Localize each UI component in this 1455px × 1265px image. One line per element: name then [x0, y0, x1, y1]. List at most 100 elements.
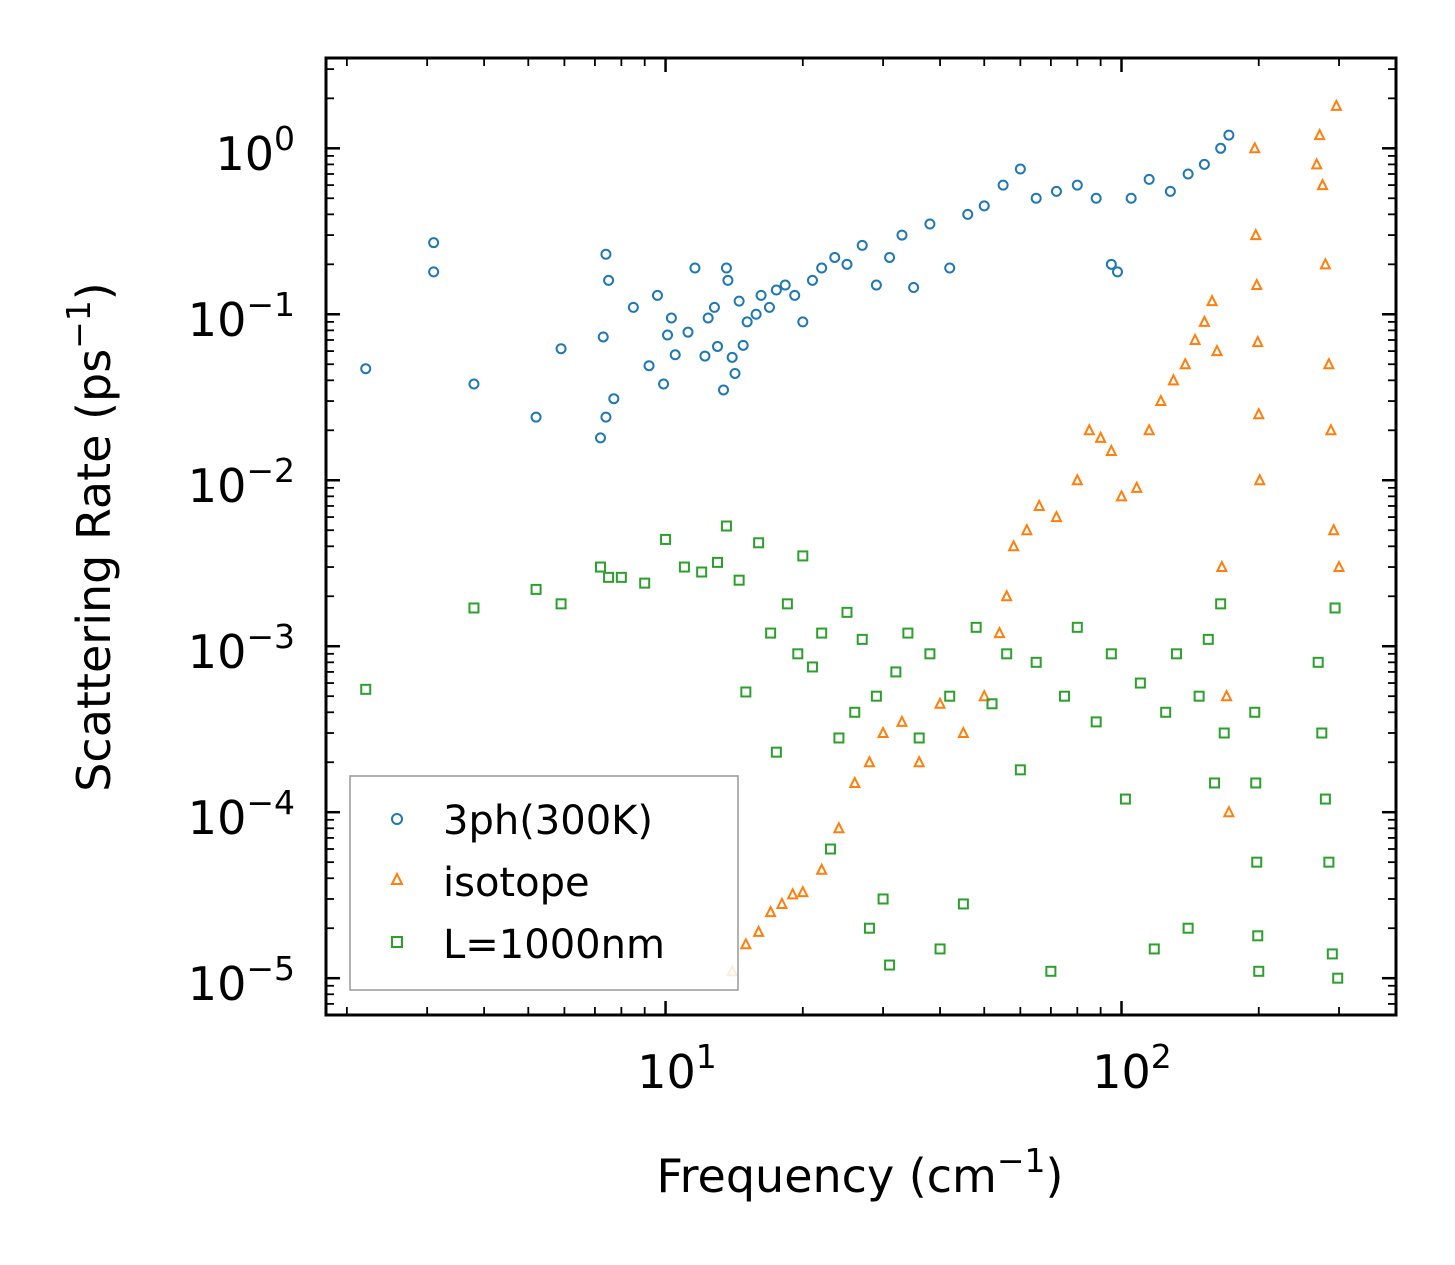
- legend-label-l1000: L=1000nm: [443, 922, 665, 968]
- data-point: [468, 602, 480, 614]
- data-point: [1090, 192, 1102, 204]
- data-point: [1316, 177, 1329, 191]
- data-point: [1249, 706, 1261, 718]
- data-point: [1059, 690, 1071, 702]
- data-point: [603, 571, 615, 583]
- x-tick-label: 101: [637, 1037, 717, 1099]
- data-point: [665, 312, 677, 324]
- series-layer: [360, 98, 1346, 984]
- data-point: [1115, 489, 1128, 502]
- data-point: [1030, 656, 1042, 668]
- legend-label-3ph: 3ph(300K): [443, 798, 653, 844]
- legend-marker-l1000: [391, 936, 403, 948]
- data-point: [682, 326, 694, 338]
- data-point: [933, 696, 947, 709]
- data-point: [765, 627, 777, 639]
- data-point: [841, 606, 853, 618]
- data-point: [848, 775, 861, 788]
- x-tick-labels: 101 102: [637, 1037, 1172, 1099]
- data-point: [1223, 129, 1235, 141]
- data-point: [530, 411, 542, 423]
- data-point: [1322, 357, 1335, 370]
- data-point: [729, 367, 741, 379]
- data-point: [1182, 168, 1194, 180]
- data-point: [1250, 277, 1263, 291]
- data-point: [1220, 688, 1233, 702]
- data-point: [1045, 965, 1057, 977]
- y-tick-labels: 100 10−1 10−2 10−3 10−4 10−5: [188, 119, 295, 1011]
- data-point: [1326, 948, 1338, 960]
- data-point: [890, 666, 902, 678]
- data-point: [841, 258, 853, 270]
- data-point: [770, 746, 782, 758]
- data-point: [468, 378, 480, 390]
- y-tick-label: 10−5: [188, 949, 295, 1011]
- data-point: [896, 229, 908, 241]
- series-2: [360, 520, 1344, 984]
- data-point: [597, 331, 609, 343]
- data-point: [1105, 258, 1117, 270]
- data-point: [1215, 142, 1227, 154]
- data-point: [1324, 423, 1338, 436]
- data-point: [1198, 314, 1211, 327]
- data-point: [1209, 777, 1221, 789]
- data-point: [1252, 406, 1265, 420]
- data-point: [792, 648, 804, 660]
- data-point: [1083, 423, 1096, 436]
- x-tick-label: 102: [1092, 1037, 1172, 1099]
- data-point: [755, 289, 767, 301]
- data-point: [733, 295, 745, 307]
- data-point: [796, 884, 809, 898]
- data-point: [856, 239, 868, 251]
- data-point: [678, 561, 690, 573]
- data-point: [957, 898, 969, 910]
- data-point: [530, 583, 542, 595]
- data-point: [863, 755, 876, 768]
- data-point: [1182, 922, 1194, 934]
- data-point: [608, 393, 620, 405]
- data-point: [924, 648, 936, 660]
- data-point: [1188, 332, 1202, 345]
- data-point: [816, 262, 828, 274]
- data-point: [662, 329, 674, 341]
- data-point: [763, 301, 775, 313]
- data-point: [924, 218, 936, 230]
- data-point: [712, 556, 724, 568]
- data-point: [1014, 163, 1026, 175]
- data-point: [741, 316, 753, 328]
- data-point: [669, 349, 681, 361]
- data-point: [702, 312, 714, 324]
- data-point: [615, 571, 627, 583]
- plot-frame: [324, 56, 1398, 1017]
- data-point: [696, 566, 708, 578]
- data-point: [816, 627, 828, 639]
- data-point: [944, 690, 956, 702]
- data-point: [555, 343, 567, 355]
- data-point: [1310, 157, 1323, 170]
- data-point: [824, 843, 836, 855]
- data-point: [1210, 343, 1224, 357]
- data-point: [895, 714, 909, 727]
- data-point: [1323, 856, 1335, 868]
- y-tick-label: 10−3: [188, 617, 295, 679]
- data-point: [1193, 690, 1205, 702]
- data-point: [1319, 793, 1331, 805]
- data-point: [1143, 173, 1155, 185]
- data-point: [658, 378, 670, 390]
- y-tick-label: 100: [215, 119, 295, 181]
- data-point: [660, 533, 672, 545]
- data-point: [712, 340, 724, 352]
- data-point: [720, 520, 732, 532]
- data-point: [829, 251, 841, 263]
- data-point: [1332, 972, 1344, 984]
- data-point: [718, 384, 730, 396]
- data-point: [708, 301, 720, 313]
- data-point: [913, 755, 926, 768]
- data-point: [627, 301, 639, 313]
- data-point: [1319, 257, 1332, 270]
- data-point: [863, 922, 875, 934]
- data-point: [962, 208, 974, 220]
- data-point: [1000, 589, 1013, 602]
- data-point: [428, 266, 440, 278]
- data-point: [849, 706, 861, 718]
